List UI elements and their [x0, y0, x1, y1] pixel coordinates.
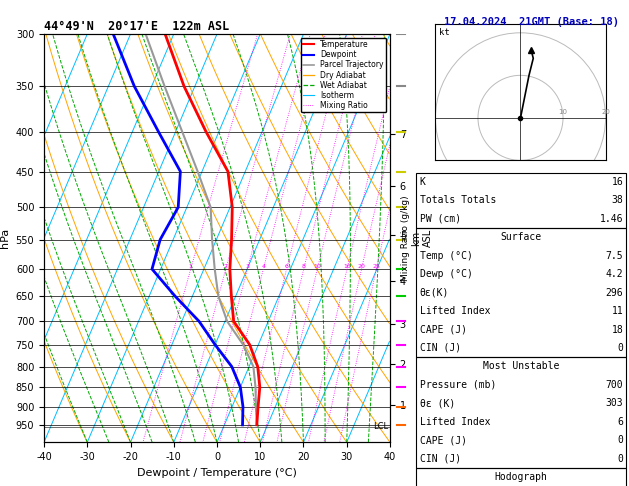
Text: 6: 6 — [285, 264, 289, 269]
Text: 3: 3 — [245, 264, 249, 269]
Text: 44°49'N  20°17'E  122m ASL: 44°49'N 20°17'E 122m ASL — [44, 20, 230, 33]
Text: 8: 8 — [302, 264, 306, 269]
Text: 20: 20 — [357, 264, 365, 269]
Text: 0: 0 — [618, 435, 623, 445]
X-axis label: Dewpoint / Temperature (°C): Dewpoint / Temperature (°C) — [137, 468, 297, 478]
Text: Lifted Index: Lifted Index — [420, 417, 490, 427]
Text: 296: 296 — [606, 288, 623, 297]
Text: 0: 0 — [618, 454, 623, 464]
Text: Temp (°C): Temp (°C) — [420, 251, 472, 260]
Text: LCL: LCL — [373, 422, 388, 431]
Text: 303: 303 — [606, 399, 623, 408]
Text: kt: kt — [439, 28, 450, 37]
Text: 2: 2 — [224, 264, 228, 269]
Text: Totals Totals: Totals Totals — [420, 195, 496, 205]
Y-axis label: hPa: hPa — [0, 228, 10, 248]
Text: 25: 25 — [372, 264, 381, 269]
Text: Hodograph: Hodograph — [494, 472, 548, 482]
Text: Mixing Ratio (g/kg): Mixing Ratio (g/kg) — [401, 195, 410, 281]
Text: 10: 10 — [313, 264, 321, 269]
Text: CAPE (J): CAPE (J) — [420, 435, 467, 445]
Text: 6: 6 — [618, 417, 623, 427]
Text: Surface: Surface — [501, 232, 542, 242]
Text: K: K — [420, 177, 425, 187]
Text: 10: 10 — [559, 108, 567, 115]
Text: 4: 4 — [261, 264, 265, 269]
Text: CAPE (J): CAPE (J) — [420, 325, 467, 334]
Text: Pressure (mb): Pressure (mb) — [420, 380, 496, 390]
Text: CIN (J): CIN (J) — [420, 343, 460, 353]
Text: 1.46: 1.46 — [600, 214, 623, 224]
Text: 16: 16 — [343, 264, 351, 269]
Text: θε(K): θε(K) — [420, 288, 449, 297]
Text: 18: 18 — [611, 325, 623, 334]
Y-axis label: km
ASL: km ASL — [411, 229, 433, 247]
Text: 38: 38 — [611, 195, 623, 205]
Text: 7.5: 7.5 — [606, 251, 623, 260]
Text: 20: 20 — [601, 108, 610, 115]
Text: 4.2: 4.2 — [606, 269, 623, 279]
Text: 16: 16 — [611, 177, 623, 187]
Text: Most Unstable: Most Unstable — [483, 362, 559, 371]
Text: 17.04.2024  21GMT (Base: 18): 17.04.2024 21GMT (Base: 18) — [444, 17, 619, 27]
Text: 11: 11 — [611, 306, 623, 316]
Text: Lifted Index: Lifted Index — [420, 306, 490, 316]
Text: θε (K): θε (K) — [420, 399, 455, 408]
Text: 700: 700 — [606, 380, 623, 390]
Text: 1: 1 — [189, 264, 192, 269]
Text: 0: 0 — [618, 343, 623, 353]
Text: CIN (J): CIN (J) — [420, 454, 460, 464]
Text: PW (cm): PW (cm) — [420, 214, 460, 224]
Text: Dewp (°C): Dewp (°C) — [420, 269, 472, 279]
Legend: Temperature, Dewpoint, Parcel Trajectory, Dry Adiabat, Wet Adiabat, Isotherm, Mi: Temperature, Dewpoint, Parcel Trajectory… — [301, 38, 386, 112]
